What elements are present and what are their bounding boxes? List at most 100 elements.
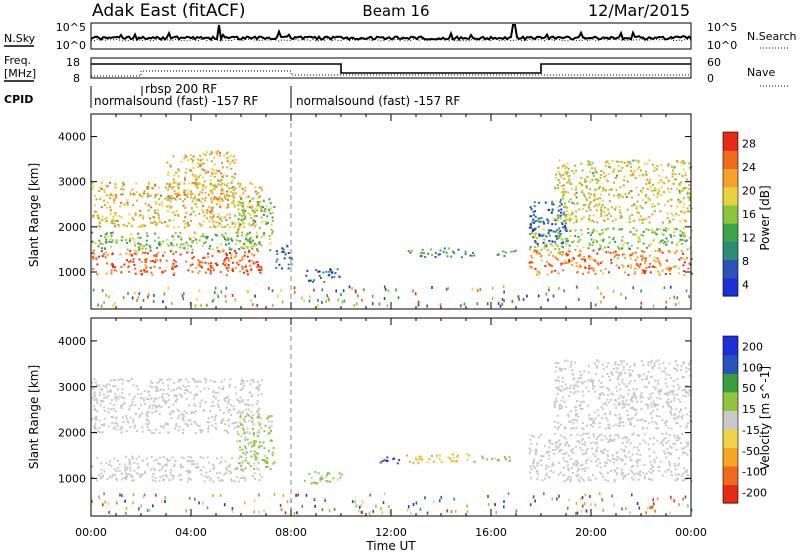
velocity-colorbar-swatch <box>723 410 738 430</box>
velocity-colorbar-swatch <box>723 354 738 374</box>
velocity-colorbar-swatch <box>723 484 738 504</box>
velocity-colorbar-swatch <box>723 391 738 411</box>
velocity-y-ticks: 1000 2000 3000 4000 <box>58 335 691 485</box>
beam-title: Beam 16 <box>362 2 429 20</box>
velocity-colorbar-swatch <box>723 428 738 448</box>
time-tick-label: 20:00 <box>575 526 607 539</box>
nsearch-label: N.Search <box>747 30 797 43</box>
power-colorbar <box>722 131 739 297</box>
power-panel: 1000 2000 3000 4000 <box>58 113 693 310</box>
velocity-region-4 <box>379 456 401 465</box>
power-region-10 <box>529 227 693 252</box>
date-title: 12/Mar/2015 <box>588 1 690 20</box>
power-colorbar-swatch <box>723 277 738 297</box>
velocity-colorbar-tick: 15 <box>742 403 756 416</box>
velocity-ytick-label: 4000 <box>58 335 86 348</box>
nsky-tick-bottom-right: 10^0 <box>707 39 737 52</box>
power-ytick-label: 4000 <box>58 131 86 144</box>
velocity-ylabel: Slant Range [km] <box>27 365 41 469</box>
velocity-region-5 <box>406 453 475 465</box>
velocity-colorbar-swatch <box>723 447 738 467</box>
power-colorbar-tick: 12 <box>742 231 756 244</box>
nsky-tick-bottom-left: 10^0 <box>56 39 86 52</box>
cpid-segment-3: normalsound (fast) -157 RF <box>296 94 460 108</box>
nave-tick-bottom: 0 <box>707 72 714 85</box>
power-x-ticks <box>90 114 692 309</box>
velocity-colorbar-tick: -15 <box>742 424 760 437</box>
velocity-colorbar-tick: 200 <box>742 340 763 353</box>
power-scatter-layer <box>91 150 693 308</box>
power-region-6 <box>305 268 341 283</box>
power-colorbar-tick: 24 <box>742 161 756 174</box>
nave-line <box>91 70 691 77</box>
velocity-colorbar-tick: 100 <box>742 361 763 374</box>
velocity-colorbar-tick: -50 <box>742 445 760 458</box>
velocity-colorbar-tick: 50 <box>742 382 756 395</box>
nsky-label: N.Sky <box>4 32 36 45</box>
power-colorbar-tick: 20 <box>742 185 756 198</box>
power-ylabel: Slant Range [km] <box>27 163 41 267</box>
power-region-1 <box>91 231 259 252</box>
nsky-line <box>90 24 692 43</box>
power-colorbar-tick: 28 <box>742 138 756 151</box>
velocity-region-3 <box>303 471 343 485</box>
cpid-label: CPID <box>4 93 33 106</box>
power-colorbar-swatch <box>723 204 738 224</box>
power-region-11 <box>528 200 568 246</box>
power-colorbar-label: Power [dB] <box>758 185 772 250</box>
velocity-x-ticks <box>90 318 692 516</box>
power-region-3 <box>166 150 238 202</box>
freq-tick-bottom: 8 <box>73 72 80 85</box>
power-ytick-label: 1000 <box>58 266 86 279</box>
freq-unit-label: [MHz] <box>4 67 36 80</box>
power-colorbar-ticks: 28 24 20 16 12 8 4 <box>742 138 756 292</box>
velocity-region-1 <box>91 377 263 435</box>
freq-tick-top: 18 <box>66 56 80 69</box>
velocity-colorbar-ticks: 200 100 50 15 -15 -50 -100 -200 <box>742 340 767 499</box>
velocity-ytick-label: 3000 <box>58 381 86 394</box>
velocity-panel: 1000 2000 3000 4000 <box>58 317 693 517</box>
velocity-scatter-layer <box>91 359 693 515</box>
power-region-5 <box>275 244 293 270</box>
power-region-8 <box>496 249 517 257</box>
velocity-region-6 <box>473 455 512 464</box>
nave-tick-top: 60 <box>707 56 721 69</box>
power-region-0 <box>91 249 263 277</box>
velocity-colorbar <box>722 335 739 504</box>
velocity-ytick-label: 2000 <box>58 427 86 440</box>
power-colorbar-tick: 4 <box>742 278 749 291</box>
power-colorbar-swatch <box>723 168 738 188</box>
power-ytick-label: 3000 <box>58 176 86 189</box>
power-colorbar-swatch <box>723 150 738 169</box>
time-axis-labels: 00:00 04:00 08:00 12:00 16:00 20:00 00:00 <box>75 526 707 539</box>
cpid-segment-2: rbsp 200 RF <box>145 82 217 96</box>
velocity-region-7 <box>528 432 693 483</box>
time-tick-label: 12:00 <box>375 526 407 539</box>
power-region-2 <box>91 181 263 229</box>
velocity-region-2 <box>236 414 276 471</box>
nsky-panel <box>90 22 692 50</box>
power-colorbar-tick: 8 <box>742 255 749 268</box>
velocity-ytick-label: 1000 <box>58 472 86 485</box>
time-axis-title: Time UT <box>365 539 416 553</box>
time-tick-label: 16:00 <box>475 526 507 539</box>
freq-line <box>91 63 691 74</box>
velocity-region-8 <box>553 359 693 430</box>
station-title: Adak East (fitACF) <box>92 1 246 21</box>
velocity-colorbar-swatch <box>723 465 738 486</box>
power-colorbar-swatch <box>723 132 738 151</box>
cpid-segment-1: normalsound (fast) -157 RF <box>94 94 258 108</box>
freq-panel <box>90 57 692 79</box>
nsky-tick-top-left: 10^5 <box>56 21 86 34</box>
velocity-speckle <box>91 492 693 515</box>
velocity-colorbar-label: Velocity [m s^-1] <box>758 366 772 470</box>
power-colorbar-swatch <box>723 223 738 242</box>
power-speckle <box>92 285 690 308</box>
freq-label: Freq. <box>4 54 31 67</box>
power-region-4 <box>236 195 276 252</box>
time-tick-label: 04:00 <box>175 526 207 539</box>
power-colorbar-tick: 16 <box>742 208 756 221</box>
power-region-12 <box>553 159 693 225</box>
velocity-colorbar-tick: -200 <box>742 487 767 500</box>
